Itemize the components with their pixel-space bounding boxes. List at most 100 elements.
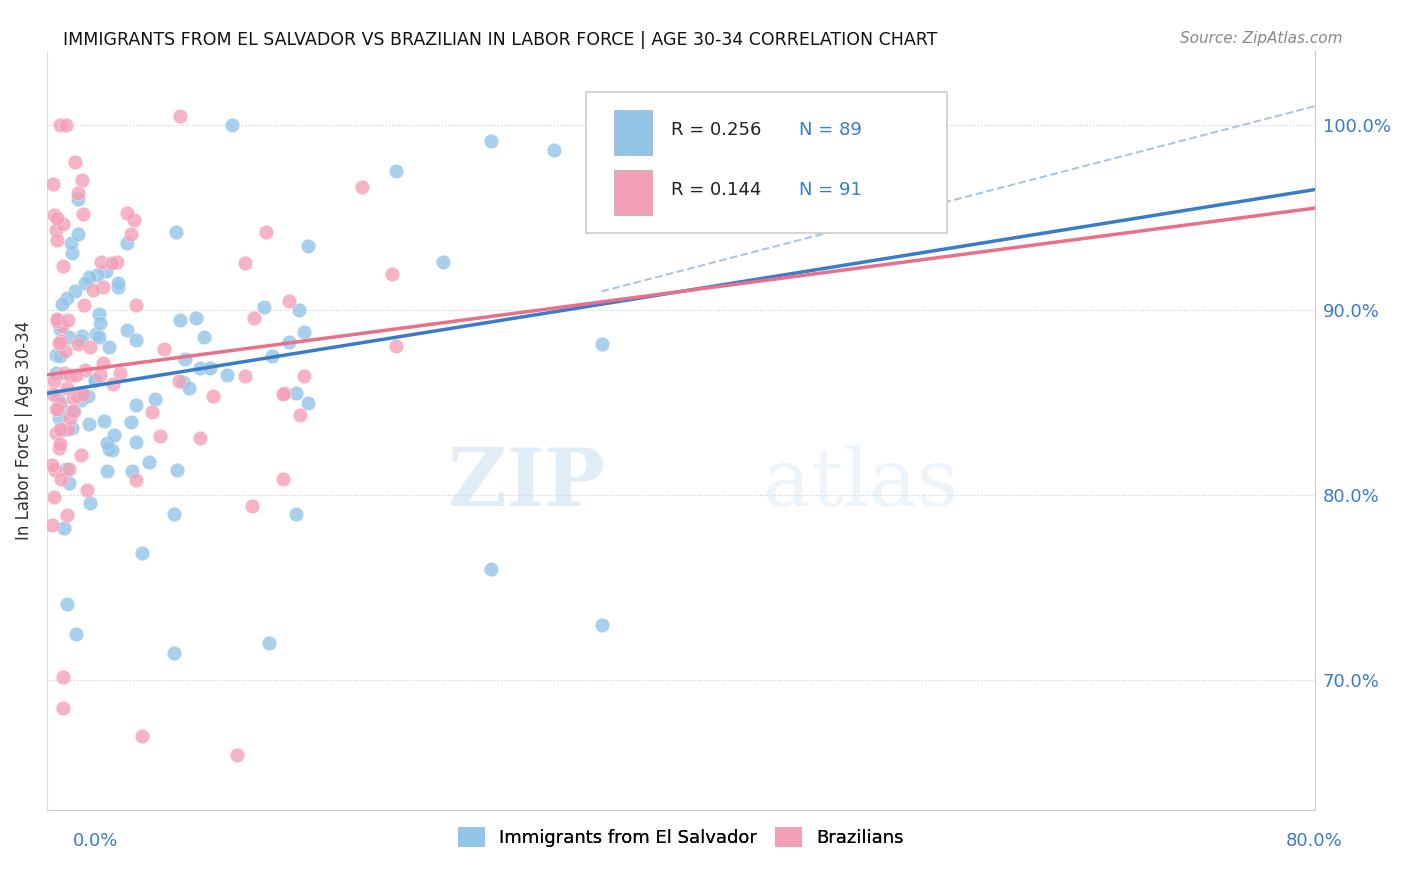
Point	[67, 227, 90, 241]
Point	[173, 352, 195, 367]
Point	[131, 729, 153, 743]
Point	[101, 376, 124, 391]
Text: R = 0.256: R = 0.256	[671, 121, 761, 139]
Point	[51, 423, 73, 437]
Point	[84, 373, 107, 387]
Point	[479, 562, 502, 576]
Point	[103, 427, 125, 442]
Point	[79, 269, 101, 284]
Point	[51, 319, 73, 334]
Point	[41, 458, 63, 473]
Point	[138, 454, 160, 468]
Point	[285, 508, 308, 522]
Point	[69, 333, 91, 347]
Point	[254, 226, 277, 240]
Legend: Immigrants from El Salvador, Brazilians: Immigrants from El Salvador, Brazilians	[449, 818, 912, 855]
Point	[260, 350, 283, 364]
Point	[73, 362, 96, 376]
Point	[243, 311, 266, 326]
Point	[96, 435, 118, 450]
Point	[121, 464, 143, 478]
Point	[233, 256, 256, 270]
Point	[278, 293, 301, 308]
Point	[165, 225, 187, 239]
Point	[49, 349, 72, 363]
Point	[122, 213, 145, 227]
Text: R = 0.144: R = 0.144	[671, 181, 761, 199]
Point	[77, 417, 100, 431]
Point	[76, 483, 98, 498]
Text: Source: ZipAtlas.com: Source: ZipAtlas.com	[1180, 31, 1343, 46]
Point	[115, 323, 138, 337]
Point	[66, 337, 89, 351]
Text: 80.0%: 80.0%	[1286, 831, 1343, 849]
Point	[62, 404, 84, 418]
Point	[52, 259, 75, 273]
Point	[42, 386, 65, 401]
Point	[253, 300, 276, 314]
Point	[226, 747, 249, 762]
Point	[297, 239, 319, 253]
Point	[45, 233, 67, 247]
Point	[284, 386, 307, 401]
Point	[543, 143, 565, 157]
Point	[287, 302, 309, 317]
Point	[169, 108, 191, 122]
Text: ZIP: ZIP	[447, 444, 605, 523]
Point	[59, 368, 82, 382]
Point	[82, 284, 104, 298]
Point	[49, 422, 72, 436]
Point	[84, 326, 107, 341]
Point	[479, 134, 502, 148]
Point	[46, 401, 69, 416]
Point	[125, 398, 148, 412]
Point	[73, 298, 96, 312]
Y-axis label: In Labor Force | Age 30-34: In Labor Force | Age 30-34	[15, 321, 32, 540]
Point	[121, 227, 143, 241]
Point	[240, 500, 263, 514]
Point	[55, 291, 77, 305]
Point	[297, 396, 319, 410]
Point	[202, 389, 225, 403]
Point	[125, 333, 148, 347]
Point	[120, 415, 142, 429]
Point	[49, 471, 72, 485]
Point	[55, 597, 77, 611]
Point	[271, 472, 294, 486]
Point	[125, 298, 148, 312]
Point	[115, 206, 138, 220]
Point	[352, 179, 374, 194]
Point	[53, 344, 76, 359]
Point	[86, 268, 108, 282]
Point	[52, 701, 75, 715]
Point	[186, 310, 208, 325]
Point	[48, 410, 70, 425]
Point	[89, 368, 111, 382]
Point	[62, 391, 84, 405]
Point	[52, 217, 75, 231]
Point	[105, 254, 128, 268]
Point	[292, 326, 315, 340]
Point	[101, 256, 124, 270]
Point	[65, 627, 87, 641]
Text: IMMIGRANTS FROM EL SALVADOR VS BRAZILIAN IN LABOR FORCE | AGE 30-34 CORRELATION : IMMIGRANTS FROM EL SALVADOR VS BRAZILIAN…	[63, 31, 938, 49]
Point	[63, 403, 86, 417]
Point	[55, 405, 77, 419]
Point	[91, 356, 114, 370]
Point	[58, 461, 80, 475]
Point	[89, 307, 111, 321]
Point	[60, 246, 83, 260]
Point	[48, 336, 70, 351]
Point	[188, 431, 211, 445]
Point	[384, 164, 406, 178]
Point	[45, 366, 67, 380]
Point	[131, 546, 153, 560]
Point	[49, 322, 72, 336]
Point	[58, 329, 80, 343]
Point	[163, 646, 186, 660]
Text: N = 89: N = 89	[799, 121, 862, 139]
Point	[65, 389, 87, 403]
Point	[52, 366, 75, 380]
Point	[125, 435, 148, 450]
Point	[108, 366, 131, 380]
